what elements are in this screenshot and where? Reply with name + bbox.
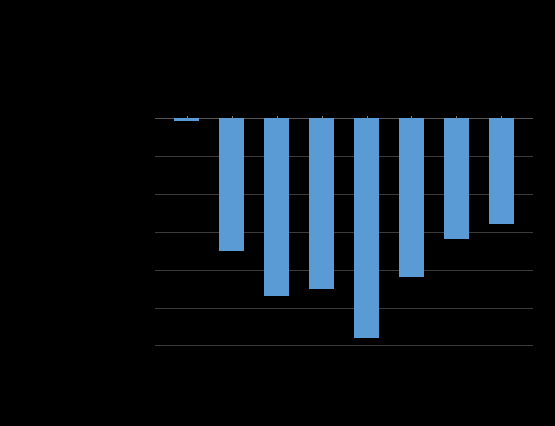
Bar <box>174 118 199 121</box>
Bar <box>354 118 379 338</box>
Bar <box>444 118 469 239</box>
Bar <box>309 118 334 288</box>
Bar <box>489 118 514 224</box>
Bar <box>399 118 424 277</box>
Bar <box>219 118 244 250</box>
Bar <box>264 118 289 296</box>
